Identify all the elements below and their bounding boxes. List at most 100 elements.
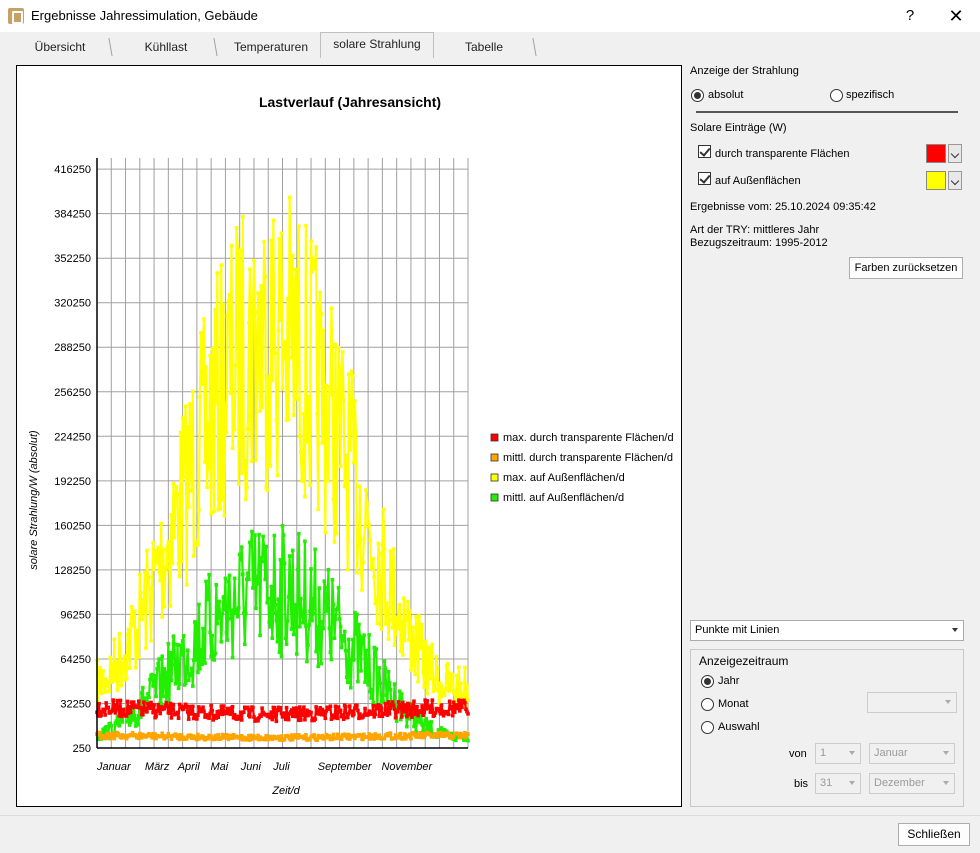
data-point-max-auf-au-enfl-chen-d: [178, 430, 183, 435]
radio-specific[interactable]: [830, 89, 843, 102]
to-day-select[interactable]: 31: [815, 773, 861, 794]
data-point-mittl-durch-transparente-fl-chen-d: [370, 733, 374, 737]
data-point-max-auf-au-enfl-chen-d: [247, 320, 251, 325]
data-point-mittl-durch-transparente-fl-chen-d: [369, 736, 373, 740]
data-point-max-durch-transparente-fl-chen-d: [372, 715, 377, 719]
data-point-max-durch-transparente-fl-chen-d: [315, 708, 319, 712]
to-month-value: Dezember: [874, 777, 925, 789]
data-point-mittl-durch-transparente-fl-chen-d: [440, 734, 445, 738]
data-point-max-auf-au-enfl-chen-d: [256, 291, 260, 295]
display-heading: Anzeige der Strahlung: [690, 65, 799, 77]
color-swatch-transparent[interactable]: [926, 144, 946, 163]
close-window-button[interactable]: ✕: [948, 6, 964, 26]
data-point-max-auf-au-enfl-chen-d: [282, 356, 287, 361]
data-point-mittl-auf-au-enfl-chen-d: [332, 636, 337, 640]
chevron-down-icon: [943, 751, 949, 755]
tab-temperaturen[interactable]: Temperaturen: [233, 40, 309, 54]
data-point-max-auf-au-enfl-chen-d: [111, 678, 116, 683]
data-point-max-auf-au-enfl-chen-d: [441, 691, 446, 695]
data-point-mittl-auf-au-enfl-chen-d: [207, 572, 211, 577]
checkbox-transparent[interactable]: [698, 145, 711, 158]
data-point-max-durch-transparente-fl-chen-d: [230, 704, 235, 709]
data-point-max-auf-au-enfl-chen-d: [270, 378, 275, 383]
data-point-mittl-auf-au-enfl-chen-d: [244, 611, 248, 616]
radio-selection[interactable]: [701, 721, 714, 734]
data-point-mittl-durch-transparente-fl-chen-d: [396, 736, 401, 740]
data-point-max-durch-transparente-fl-chen-d: [369, 712, 373, 716]
data-point-max-auf-au-enfl-chen-d: [255, 356, 259, 360]
data-point-max-auf-au-enfl-chen-d: [303, 494, 307, 499]
data-point-mittl-auf-au-enfl-chen-d: [275, 639, 280, 644]
data-point-max-auf-au-enfl-chen-d: [448, 688, 453, 693]
color-dropdown-transparent[interactable]: [948, 144, 962, 163]
data-point-mittl-durch-transparente-fl-chen-d: [226, 737, 231, 742]
from-day-select[interactable]: 1: [815, 743, 861, 764]
data-point-mittl-auf-au-enfl-chen-d: [286, 595, 291, 599]
data-point-max-auf-au-enfl-chen-d: [284, 418, 289, 422]
data-point-mittl-auf-au-enfl-chen-d: [215, 621, 220, 626]
checkbox-outer[interactable]: [698, 172, 711, 185]
data-point-max-auf-au-enfl-chen-d: [148, 610, 152, 614]
close-button[interactable]: Schließen: [898, 823, 970, 846]
tab-solare-strahlung[interactable]: solare Strahlung: [320, 32, 434, 58]
data-point-mittl-durch-transparente-fl-chen-d: [161, 734, 166, 738]
data-point-mittl-auf-au-enfl-chen-d: [317, 586, 321, 590]
data-point-max-durch-transparente-fl-chen-d: [203, 715, 207, 719]
data-point-mittl-auf-au-enfl-chen-d: [145, 699, 149, 704]
data-point-mittl-auf-au-enfl-chen-d: [386, 669, 391, 674]
from-month-select[interactable]: Januar: [869, 743, 955, 764]
radio-year[interactable]: [701, 675, 714, 688]
data-point-mittl-auf-au-enfl-chen-d: [316, 664, 320, 669]
data-point-max-auf-au-enfl-chen-d: [369, 566, 373, 570]
data-point-mittl-durch-transparente-fl-chen-d: [286, 735, 291, 739]
color-dropdown-outer[interactable]: [948, 171, 962, 190]
data-point-max-durch-transparente-fl-chen-d: [303, 717, 307, 722]
tab-tabelle[interactable]: Tabelle: [464, 40, 504, 54]
data-point-max-durch-transparente-fl-chen-d: [237, 717, 242, 721]
y-tick-label: 250: [73, 743, 91, 755]
data-point-max-durch-transparente-fl-chen-d: [395, 709, 400, 714]
data-point-max-durch-transparente-fl-chen-d: [422, 710, 426, 715]
data-point-mittl-auf-au-enfl-chen-d: [250, 529, 254, 534]
data-point-mittl-durch-transparente-fl-chen-d: [308, 737, 312, 742]
color-swatch-outer[interactable]: [926, 171, 946, 190]
data-point-max-auf-au-enfl-chen-d: [281, 343, 286, 348]
help-button[interactable]: ?: [905, 7, 915, 24]
data-point-max-durch-transparente-fl-chen-d: [275, 708, 280, 712]
data-point-max-durch-transparente-fl-chen-d: [305, 708, 309, 713]
tab-uebersicht[interactable]: Übersicht: [34, 40, 86, 54]
reset-colors-button[interactable]: Farben zurücksetzen: [849, 257, 963, 279]
data-point-max-auf-au-enfl-chen-d: [179, 559, 184, 563]
data-point-mittl-auf-au-enfl-chen-d: [335, 606, 340, 611]
radio-absolute[interactable]: [691, 89, 704, 102]
data-point-mittl-durch-transparente-fl-chen-d: [423, 733, 427, 738]
month-select[interactable]: [867, 692, 957, 713]
data-point-mittl-auf-au-enfl-chen-d: [219, 640, 224, 644]
data-point-max-auf-au-enfl-chen-d: [374, 597, 379, 602]
y-tick-label: 352250: [54, 253, 91, 265]
x-tick-label: Juli: [272, 761, 290, 773]
entries-heading: Solare Einträge (W): [690, 122, 787, 134]
data-point-max-durch-transparente-fl-chen-d: [409, 705, 413, 710]
plot-style-select[interactable]: Punkte mit Linien: [690, 620, 964, 641]
to-month-select[interactable]: Dezember: [869, 773, 955, 794]
data-point-mittl-auf-au-enfl-chen-d: [126, 714, 131, 719]
data-point-max-auf-au-enfl-chen-d: [307, 431, 311, 436]
data-point-mittl-auf-au-enfl-chen-d: [378, 681, 383, 686]
radio-month[interactable]: [701, 698, 714, 711]
data-point-max-durch-transparente-fl-chen-d: [386, 700, 391, 704]
data-point-max-durch-transparente-fl-chen-d: [231, 715, 236, 720]
data-point-mittl-durch-transparente-fl-chen-d: [334, 736, 339, 741]
data-point-max-auf-au-enfl-chen-d: [413, 672, 417, 677]
data-point-max-durch-transparente-fl-chen-d: [341, 717, 346, 722]
data-point-mittl-auf-au-enfl-chen-d: [263, 577, 267, 582]
tab-kuehllast[interactable]: Kühllast: [144, 40, 188, 54]
data-point-max-auf-au-enfl-chen-d: [191, 389, 195, 394]
data-point-max-durch-transparente-fl-chen-d: [301, 713, 305, 718]
data-point-max-auf-au-enfl-chen-d: [400, 653, 405, 657]
data-point-max-auf-au-enfl-chen-d: [437, 701, 442, 706]
data-point-max-auf-au-enfl-chen-d: [106, 680, 111, 685]
data-point-max-durch-transparente-fl-chen-d: [321, 709, 326, 714]
to-day-value: 31: [820, 777, 833, 789]
data-point-max-durch-transparente-fl-chen-d: [295, 713, 300, 717]
